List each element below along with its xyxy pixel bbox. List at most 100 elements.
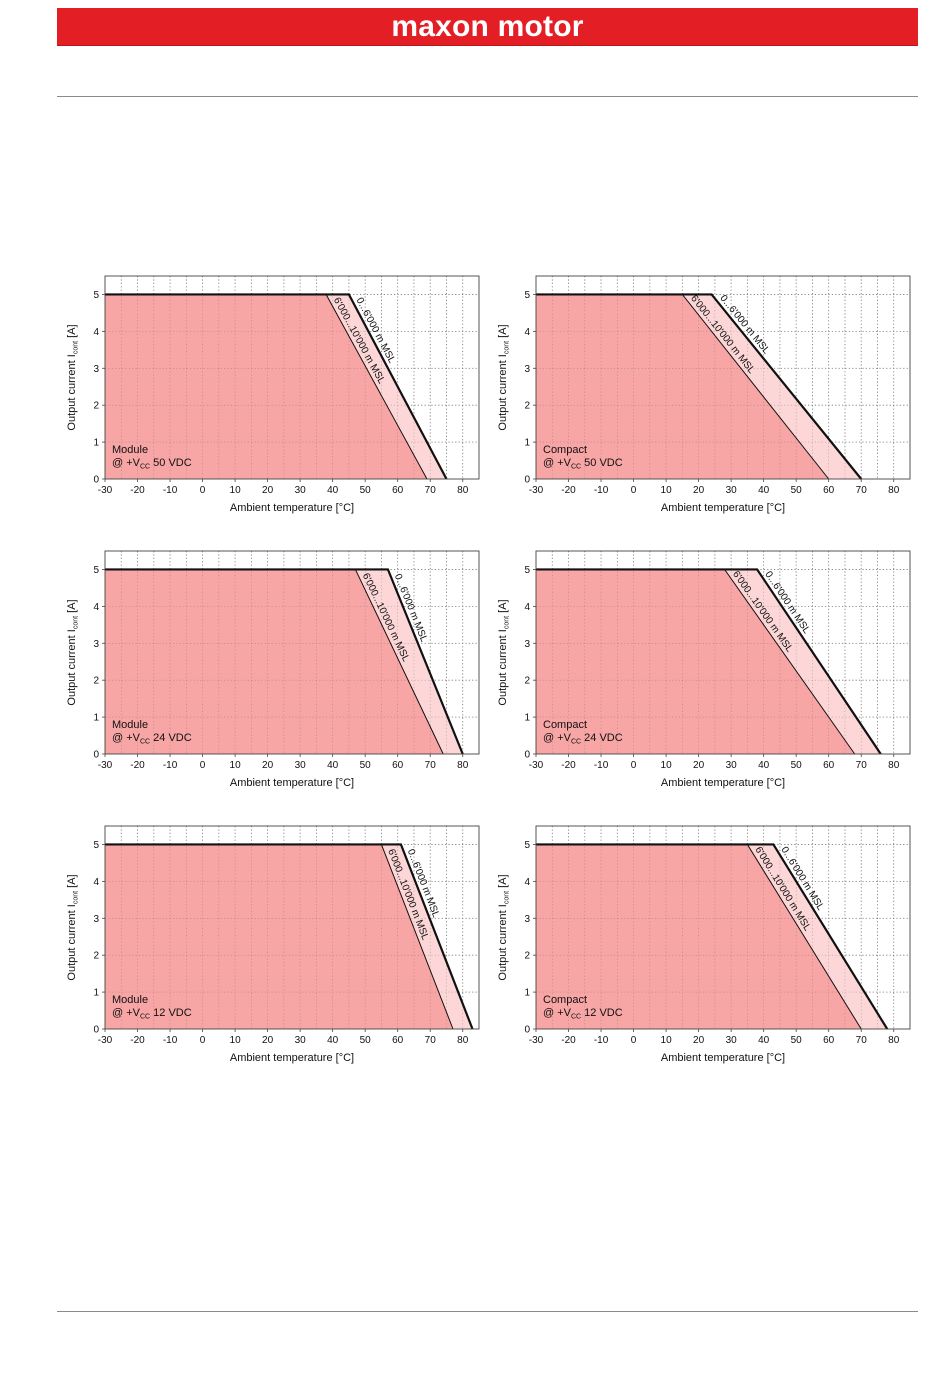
chart-svg: -30 -20 -10 0 10 20 30 40 50 60 70 80 0 1 2 3 4 5 Ambient … bbox=[66, 550, 480, 789]
y-axis-label: Output current Icont [A] bbox=[497, 874, 511, 980]
chart-compact-12vdc: -30 -20 -10 0 10 20 30 40 50 60 70 80 0 1 2 3 4 5 Ambient … bbox=[488, 815, 918, 1065]
y-tick-label: 4 bbox=[93, 602, 99, 613]
x-tick-label: 60 bbox=[823, 760, 835, 771]
x-tick-label: 80 bbox=[888, 760, 900, 771]
y-tick-label: 1 bbox=[93, 988, 99, 999]
x-tick-label: -10 bbox=[163, 485, 178, 496]
annotation-supply-pre: @ +V bbox=[543, 732, 572, 744]
x-tick-label: 20 bbox=[262, 760, 274, 771]
x-tick-label: 40 bbox=[758, 1035, 770, 1046]
brand-logo-text: maxon motor bbox=[391, 10, 584, 43]
y-axis-label: Output current Icont [A] bbox=[66, 599, 80, 705]
y-tick-label: 4 bbox=[93, 327, 99, 338]
plot-frame bbox=[104, 550, 480, 755]
y-tick-label: 4 bbox=[93, 877, 99, 888]
annotation-supply-sub: CC bbox=[571, 739, 581, 746]
y-tick-label: 3 bbox=[93, 914, 99, 925]
x-tick-label: 50 bbox=[791, 485, 803, 496]
y-tick-label: 3 bbox=[93, 639, 99, 650]
y-tick-label: 4 bbox=[524, 602, 530, 613]
footer-divider bbox=[57, 1311, 918, 1312]
x-tick-label: 70 bbox=[425, 485, 437, 496]
x-tick-label: 80 bbox=[457, 1035, 469, 1046]
annotation-variant: Compact bbox=[543, 444, 587, 456]
y-tick-label: 1 bbox=[524, 988, 530, 999]
annotation-supply: @ +VCC 12 VDC bbox=[112, 1007, 192, 1021]
x-tick-label: 20 bbox=[693, 1035, 705, 1046]
annotation-supply: @ +VCC 50 VDC bbox=[112, 457, 192, 471]
annotation-variant: Compact bbox=[543, 994, 587, 1006]
x-tick-label: 80 bbox=[457, 760, 469, 771]
x-tick-label: 10 bbox=[661, 760, 673, 771]
x-tick-label: -10 bbox=[594, 760, 609, 771]
y-tick-label: 0 bbox=[93, 1025, 99, 1036]
series-line-0-6000 bbox=[105, 568, 464, 755]
y-tick-label: 5 bbox=[93, 565, 99, 576]
y-tick-label: 0 bbox=[93, 750, 99, 761]
annotation-supply-pre: @ +V bbox=[543, 457, 572, 469]
x-tick-label: -20 bbox=[130, 760, 145, 771]
x-tick-label: 70 bbox=[856, 485, 868, 496]
x-tick-label: 20 bbox=[693, 485, 705, 496]
area-inner bbox=[105, 294, 427, 479]
y-axis-label-main: Output current I bbox=[66, 629, 78, 705]
y-axis-label: Output current Icont [A] bbox=[66, 324, 80, 430]
header-banner: maxon motor bbox=[57, 8, 918, 46]
x-axis-label: Ambient temperature [°C] bbox=[230, 502, 354, 514]
x-tick-label: 70 bbox=[856, 760, 868, 771]
y-axis-label-main: Output current I bbox=[66, 904, 78, 980]
annotation-supply-sub: CC bbox=[140, 739, 150, 746]
y-tick-label: 2 bbox=[524, 401, 530, 412]
y-tick-label: 2 bbox=[93, 951, 99, 962]
x-tick-label: -30 bbox=[529, 485, 544, 496]
x-tick-label: -10 bbox=[594, 485, 609, 496]
y-axis-label-main: Output current I bbox=[497, 904, 509, 980]
chart-module-50vdc: -30 -20 -10 0 10 20 30 40 50 60 70 80 0 1 2 3 4 5 Ambient … bbox=[57, 265, 487, 515]
x-tick-label: 0 bbox=[200, 1035, 206, 1046]
annotation-supply: @ +VCC 24 VDC bbox=[112, 732, 192, 746]
annotation-supply-post: 12 VDC bbox=[150, 1007, 192, 1019]
x-tick-label: 50 bbox=[791, 1035, 803, 1046]
series-line-0-6000 bbox=[105, 293, 448, 480]
y-axis-label: Output current Icont [A] bbox=[497, 599, 511, 705]
x-tick-label: 10 bbox=[230, 485, 242, 496]
x-tick-label: -30 bbox=[98, 1035, 113, 1046]
y-axis-label-sub: cont bbox=[73, 341, 80, 354]
annotation-supply-post: 24 VDC bbox=[581, 732, 623, 744]
y-tick-label: 2 bbox=[93, 401, 99, 412]
x-tick-label: 60 bbox=[392, 485, 404, 496]
y-tick-label: 2 bbox=[524, 951, 530, 962]
x-tick-label: 30 bbox=[726, 1035, 738, 1046]
y-axis-label-sub: cont bbox=[73, 616, 80, 629]
x-tick-label: 40 bbox=[758, 485, 770, 496]
x-axis-label: Ambient temperature [°C] bbox=[230, 1052, 354, 1064]
y-tick-label: 4 bbox=[524, 877, 530, 888]
chart-svg: -30 -20 -10 0 10 20 30 40 50 60 70 80 0 1 2 3 4 5 Ambient … bbox=[497, 825, 911, 1064]
x-axis-label: Ambient temperature [°C] bbox=[230, 777, 354, 789]
annotation-supply-pre: @ +V bbox=[543, 1007, 572, 1019]
x-tick-label: 20 bbox=[262, 1035, 274, 1046]
annotation-supply: @ +VCC 24 VDC bbox=[543, 732, 623, 746]
annotation-supply-pre: @ +V bbox=[112, 732, 141, 744]
x-tick-label: -30 bbox=[529, 760, 544, 771]
plot-frame bbox=[535, 825, 911, 1030]
x-tick-label: 10 bbox=[230, 760, 242, 771]
y-tick-label: 1 bbox=[93, 713, 99, 724]
x-tick-label: -20 bbox=[561, 485, 576, 496]
y-tick-label: 5 bbox=[524, 840, 530, 851]
area-inner bbox=[105, 569, 444, 754]
x-axis-label: Ambient temperature [°C] bbox=[661, 777, 785, 789]
chart-svg: -30 -20 -10 0 10 20 30 40 50 60 70 80 0 1 2 3 4 5 Ambient … bbox=[66, 275, 480, 514]
y-tick-label: 0 bbox=[524, 475, 530, 486]
chart-svg: -30 -20 -10 0 10 20 30 40 50 60 70 80 0 1 2 3 4 5 Ambient … bbox=[66, 825, 480, 1064]
y-tick-label: 1 bbox=[93, 438, 99, 449]
y-axis-label: Output current Icont [A] bbox=[66, 874, 80, 980]
annotation-supply-post: 24 VDC bbox=[150, 732, 192, 744]
x-tick-label: 30 bbox=[295, 1035, 307, 1046]
x-tick-label: 60 bbox=[823, 485, 835, 496]
y-tick-label: 0 bbox=[524, 750, 530, 761]
series-line-0-6000 bbox=[105, 843, 474, 1030]
y-tick-label: 1 bbox=[524, 713, 530, 724]
y-axis-label-unit: [A] bbox=[66, 324, 78, 341]
y-tick-label: 5 bbox=[93, 840, 99, 851]
